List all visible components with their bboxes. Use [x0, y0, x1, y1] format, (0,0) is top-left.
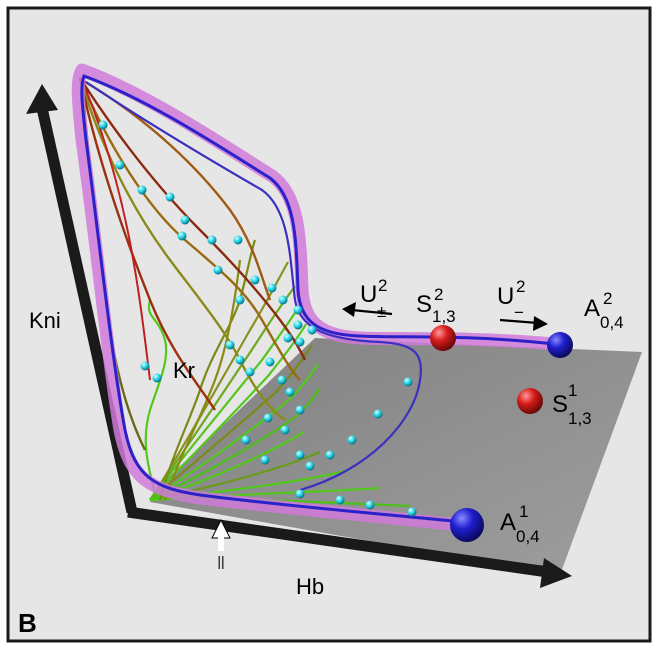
label-u-plus: U 2 ± [360, 276, 387, 321]
svg-text:A: A [584, 295, 600, 322]
svg-text:U: U [497, 283, 514, 310]
arrow-u-minus [499, 316, 548, 331]
red-segment [85, 89, 151, 381]
svg-text:2: 2 [516, 277, 525, 296]
point-a04-2 [547, 332, 573, 358]
label-a04-2: A 2 0,4 [584, 289, 624, 332]
axis-label-hb: Hb [296, 574, 324, 599]
hb-axis [127, 506, 572, 588]
arrow-u-plus [342, 302, 393, 317]
svg-text:S: S [416, 291, 432, 318]
axis-label-kr: Kr [173, 358, 195, 383]
svg-text:1,3: 1,3 [568, 409, 592, 428]
svg-text:0,4: 0,4 [600, 313, 624, 332]
svg-text:U: U [360, 281, 377, 308]
panel-label: B [18, 608, 37, 638]
axis-label-kni: Kni [29, 308, 61, 333]
svg-text:1,3: 1,3 [432, 307, 456, 326]
time-markers [98, 120, 417, 517]
svg-text:2: 2 [603, 289, 612, 308]
svg-text:2: 2 [434, 285, 443, 304]
heteroclinic-loop [80, 74, 556, 525]
marker-label: || [217, 553, 224, 569]
label-s13-1: S 1 1,3 [552, 381, 592, 428]
point-s13-2 [430, 325, 456, 351]
label-a04-1: A 1 0,4 [500, 502, 540, 546]
svg-text:2: 2 [378, 276, 387, 295]
svg-text:A: A [500, 509, 516, 536]
inner-loop [85, 81, 423, 492]
svg-text:−: − [514, 303, 524, 322]
svg-text:S: S [552, 391, 568, 418]
point-s13-1 [517, 388, 543, 414]
svg-text:±: ± [377, 302, 386, 321]
point-a04-1 [450, 508, 484, 542]
marker-arrow: || [211, 518, 231, 569]
label-u-minus: U 2 − [497, 277, 525, 322]
svg-text:1: 1 [568, 381, 577, 400]
svg-text:0,4: 0,4 [516, 527, 540, 546]
label-s13-2: S 2 1,3 [416, 285, 456, 326]
svg-text:1: 1 [519, 502, 528, 521]
